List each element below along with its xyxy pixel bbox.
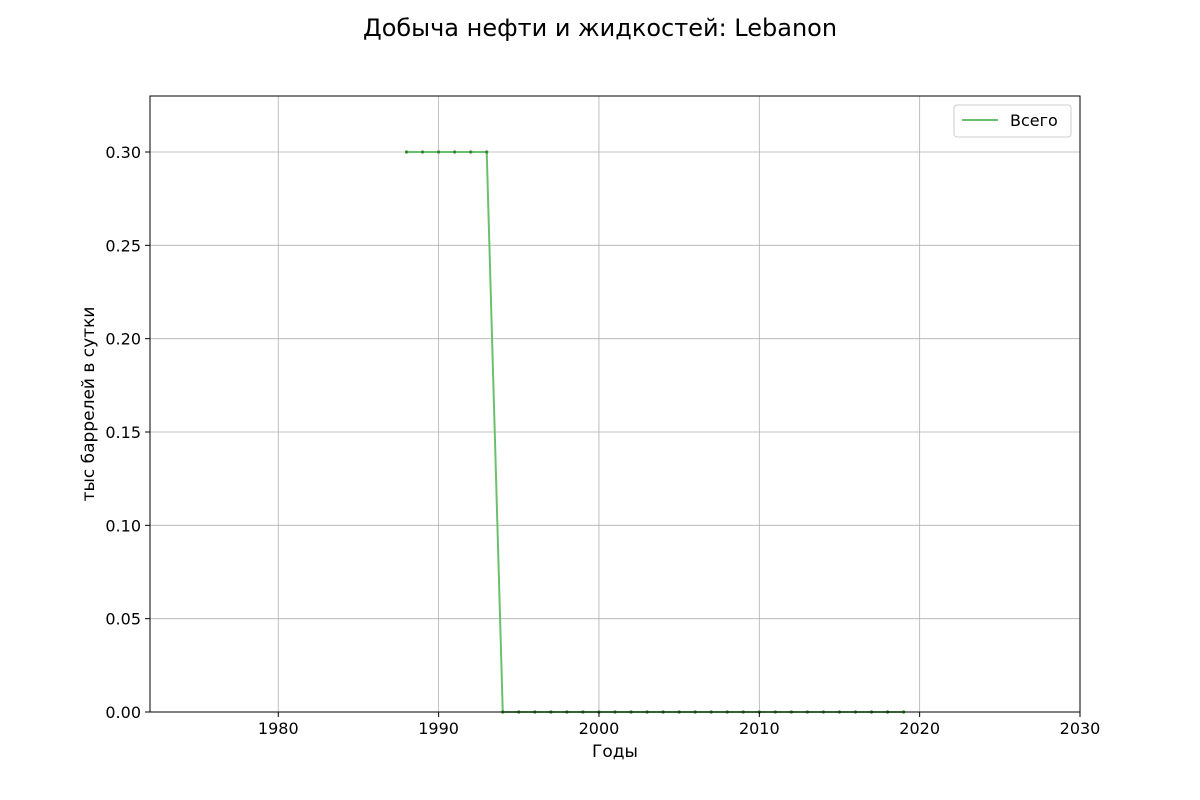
- y-tick-label: 0.10: [105, 516, 141, 535]
- x-axis-ticks: 1980 1990 2000 2010 2020 2030: [258, 712, 1100, 738]
- x-axis-label: Годы: [592, 742, 638, 762]
- y-tick-label: 0.05: [105, 610, 141, 629]
- x-tick-label: 1980: [258, 719, 299, 738]
- y-tick-label: 0.00: [105, 703, 141, 722]
- grid-lines: [150, 96, 1081, 713]
- data-point: [485, 150, 489, 154]
- chart-title: Добыча нефти и жидкостей: Lebanon: [363, 14, 837, 42]
- x-tick-label: 2020: [899, 719, 940, 738]
- y-tick-label: 0.20: [105, 330, 141, 349]
- x-tick-label: 2000: [579, 719, 620, 738]
- data-point: [469, 150, 473, 154]
- plot-area-frame: [149, 95, 1081, 713]
- legend-box: [953, 104, 1072, 138]
- data-point: [437, 150, 441, 154]
- legend-label-vsego: Всего: [1010, 111, 1058, 130]
- x-tick-label: 1990: [418, 719, 459, 738]
- y-axis-label: тыс баррелей в сутки: [79, 307, 99, 502]
- y-tick-label: 0.30: [105, 143, 141, 162]
- y-tick-label: 0.25: [105, 236, 141, 255]
- y-axis-ticks: 0.00 0.05 0.10 0.15 0.20 0.25 0.30: [105, 143, 150, 722]
- y-tick-label: 0.15: [105, 423, 141, 442]
- legend: Всего: [953, 104, 1072, 138]
- x-tick-label: 2030: [1060, 719, 1101, 738]
- x-tick-label: 2010: [739, 719, 780, 738]
- data-point: [453, 150, 457, 154]
- data-point: [404, 150, 409, 154]
- data-point: [420, 150, 425, 154]
